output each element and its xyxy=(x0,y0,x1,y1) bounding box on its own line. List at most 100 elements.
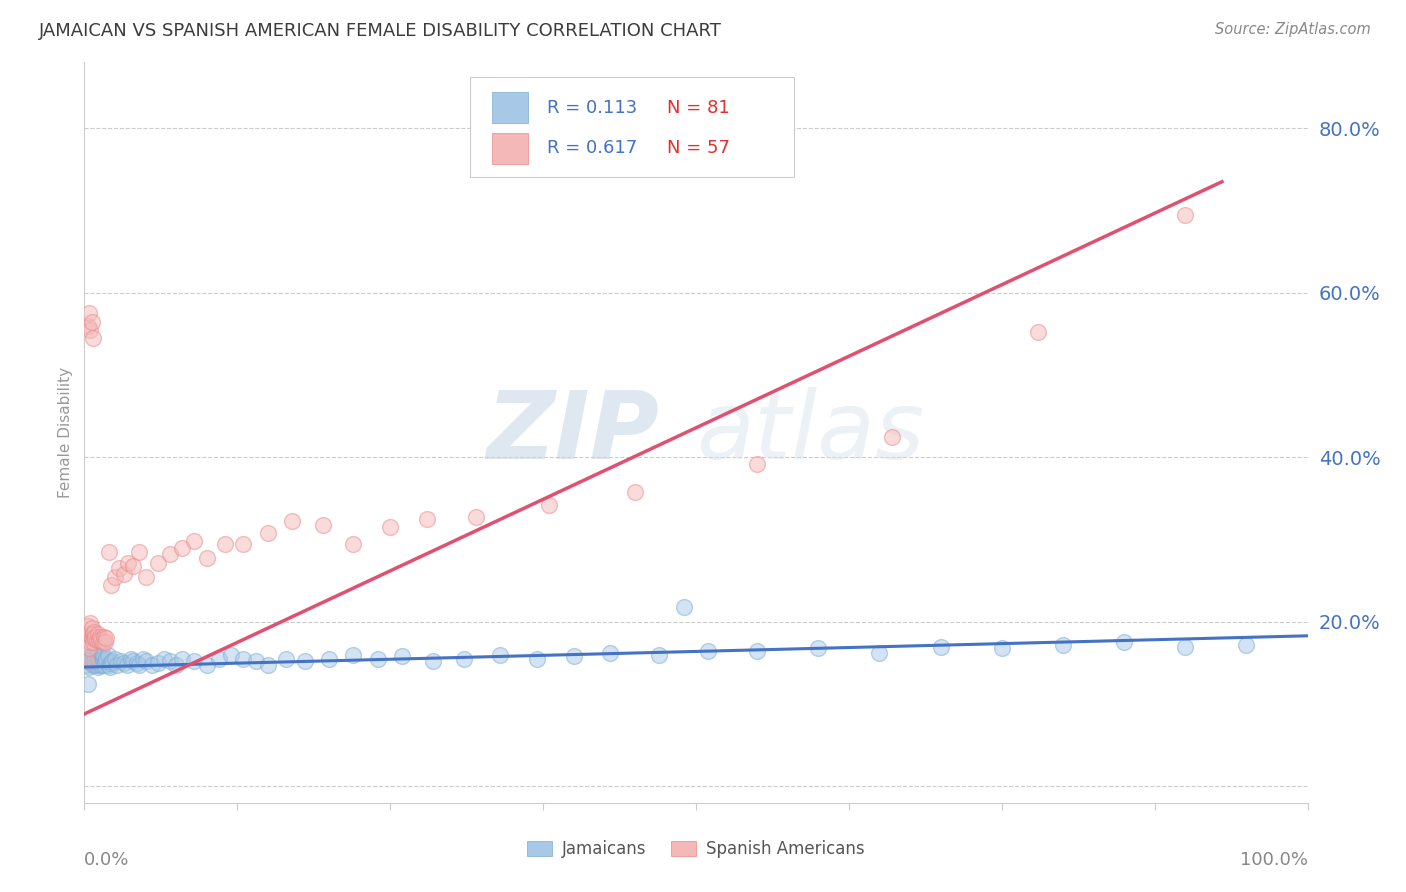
Text: ZIP: ZIP xyxy=(486,386,659,479)
Point xyxy=(538,498,561,512)
Point xyxy=(77,660,100,674)
Point xyxy=(87,632,110,647)
Point xyxy=(79,649,101,664)
Point xyxy=(91,635,114,649)
Polygon shape xyxy=(492,133,529,164)
Point xyxy=(135,654,157,668)
Point xyxy=(80,656,103,670)
Point xyxy=(76,657,98,672)
Point xyxy=(83,624,105,639)
Point xyxy=(380,520,402,534)
Text: 100.0%: 100.0% xyxy=(1240,851,1308,869)
Point xyxy=(83,632,105,646)
Point xyxy=(125,656,148,670)
Point xyxy=(128,545,150,559)
Point xyxy=(76,654,98,668)
Point xyxy=(214,536,236,550)
Point xyxy=(96,632,118,646)
Point xyxy=(128,657,150,672)
Point xyxy=(183,534,205,549)
Point xyxy=(135,569,157,583)
Point xyxy=(84,657,107,672)
Point xyxy=(83,648,105,662)
Point xyxy=(79,323,101,337)
Point xyxy=(91,652,114,666)
Point xyxy=(97,545,120,559)
Point xyxy=(1028,325,1050,339)
Point xyxy=(112,567,135,582)
Point xyxy=(697,643,720,657)
Point xyxy=(77,627,100,641)
Point xyxy=(122,654,145,668)
Polygon shape xyxy=(492,92,529,123)
Point xyxy=(110,654,132,668)
Point xyxy=(87,627,110,641)
Point xyxy=(96,652,118,666)
Point xyxy=(747,457,769,471)
Point xyxy=(208,652,231,666)
Point xyxy=(94,635,117,649)
Point xyxy=(105,657,128,672)
Point xyxy=(104,569,127,583)
Point xyxy=(97,648,120,662)
Point xyxy=(672,600,695,615)
Point xyxy=(232,652,254,666)
Text: N = 57: N = 57 xyxy=(666,139,730,157)
Point xyxy=(82,635,104,649)
Point xyxy=(79,654,101,668)
Point xyxy=(87,660,110,674)
Point xyxy=(80,648,103,662)
Point xyxy=(416,512,439,526)
Point xyxy=(79,616,101,631)
Point xyxy=(342,648,364,662)
Point xyxy=(120,652,142,666)
Point xyxy=(869,646,891,660)
Point xyxy=(100,578,122,592)
Point xyxy=(86,649,108,664)
Point xyxy=(86,632,108,647)
Point xyxy=(82,627,104,641)
Point xyxy=(1174,208,1197,222)
Text: R = 0.617: R = 0.617 xyxy=(547,139,637,157)
Point xyxy=(489,648,512,662)
Point xyxy=(90,632,112,647)
Point xyxy=(91,648,114,662)
Point xyxy=(747,643,769,657)
Point xyxy=(159,547,181,561)
Point xyxy=(107,561,129,575)
Point xyxy=(97,657,120,672)
Y-axis label: Female Disability: Female Disability xyxy=(58,367,73,499)
Point xyxy=(245,654,267,668)
Point xyxy=(146,656,169,670)
Point xyxy=(1052,638,1074,652)
Point xyxy=(165,657,187,672)
Point xyxy=(367,652,389,666)
Point xyxy=(77,306,100,320)
Point xyxy=(98,660,121,674)
Point xyxy=(257,657,280,672)
Point xyxy=(77,318,100,333)
Point xyxy=(77,641,100,656)
Point xyxy=(562,649,585,664)
Point xyxy=(183,654,205,668)
Point xyxy=(100,656,122,670)
Point xyxy=(93,657,115,672)
Point xyxy=(104,652,127,666)
Point xyxy=(80,315,103,329)
Point xyxy=(172,541,194,555)
Point xyxy=(87,654,110,668)
Point xyxy=(526,652,548,666)
Point xyxy=(84,652,107,666)
Point xyxy=(159,654,181,668)
Point xyxy=(77,676,100,690)
Point xyxy=(453,652,475,666)
Point xyxy=(342,536,364,550)
Point xyxy=(391,649,413,664)
Point xyxy=(257,526,280,541)
Point xyxy=(195,657,218,672)
Text: R = 0.113: R = 0.113 xyxy=(547,99,637,117)
Point xyxy=(624,484,647,499)
Point xyxy=(93,630,115,644)
Point xyxy=(464,509,486,524)
Point xyxy=(89,654,111,668)
